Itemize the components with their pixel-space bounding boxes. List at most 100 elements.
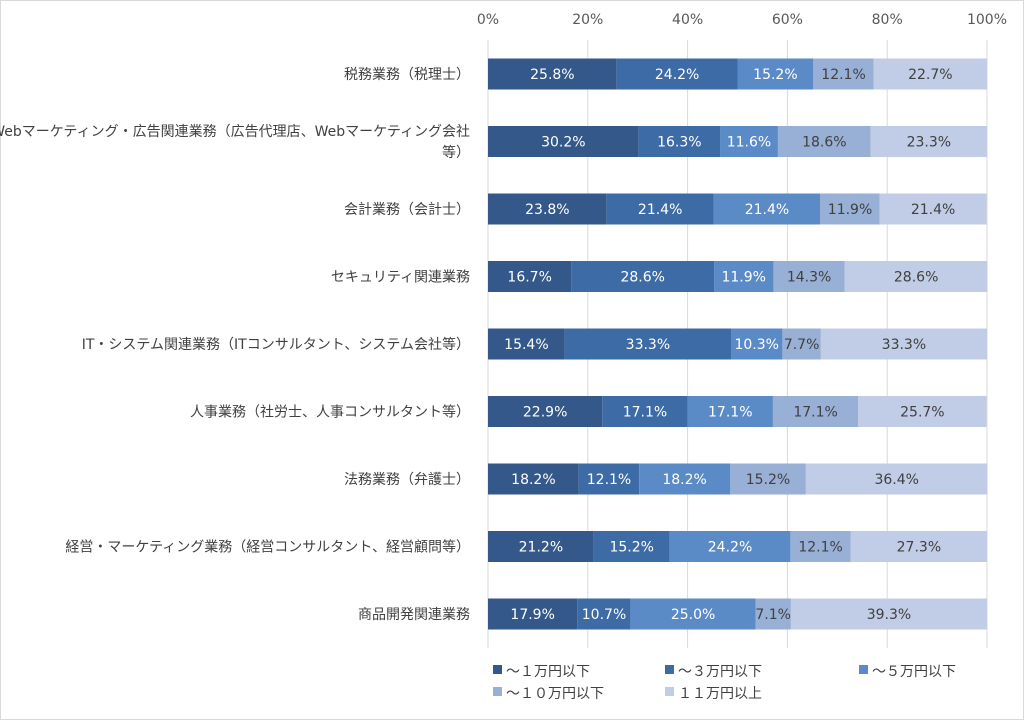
x-tick-label: 40%	[672, 12, 703, 28]
data-label: 39.3%	[867, 607, 911, 623]
category-label: 経営・マーケティング業務（経営コンサルタント、経営顧問等）	[65, 539, 470, 556]
bar-segment	[805, 463, 988, 495]
bar-segment	[630, 598, 756, 630]
data-label: 17.1%	[708, 405, 752, 421]
bar-segment	[564, 328, 732, 360]
data-label: 25.7%	[900, 405, 944, 421]
data-label: 24.2%	[655, 67, 699, 83]
bar-segment	[777, 126, 871, 157]
data-label: 23.8%	[525, 202, 569, 218]
bar-segment	[602, 396, 688, 427]
data-label: 33.3%	[882, 337, 926, 353]
data-label: 12.1%	[821, 67, 865, 83]
category-label: Webマーケティング・広告関連業務（広告代理店、Webマーケティング会社	[0, 124, 470, 140]
data-label: 27.3%	[897, 540, 941, 556]
data-label: 15.2%	[609, 540, 653, 556]
data-label: 7.1%	[755, 607, 791, 623]
bar-segment	[669, 531, 791, 562]
bar-segment	[850, 531, 987, 562]
bar-segment	[488, 58, 617, 90]
bar-segment	[638, 126, 721, 157]
data-label: 33.3%	[626, 337, 670, 353]
data-label: 12.1%	[798, 540, 842, 556]
data-label: 15.4%	[504, 337, 548, 353]
bar-segment	[571, 261, 715, 292]
data-label: 25.0%	[671, 607, 715, 623]
x-tick-label: 100%	[967, 12, 1007, 28]
data-label: 28.6%	[894, 270, 938, 286]
data-label: 18.2%	[511, 472, 555, 488]
legend-swatch	[665, 665, 674, 674]
bar-segment	[488, 531, 594, 562]
data-label: 11.9%	[721, 270, 765, 286]
bar-segment	[873, 58, 987, 90]
category-label: 法務業務（弁護士）	[344, 472, 470, 488]
bar-segment	[790, 598, 987, 630]
category-label: 人事業務（社労士、人事コンサルタント等）	[190, 404, 470, 421]
legend-label: １１万円以上	[678, 686, 762, 702]
bar-segment	[737, 58, 814, 90]
data-label: 17.9%	[510, 607, 554, 623]
data-label: 22.7%	[908, 67, 952, 83]
bar-segment	[858, 396, 987, 427]
data-label: 25.8%	[530, 67, 574, 83]
bar-segment	[714, 261, 774, 292]
x-tick-label: 60%	[772, 12, 803, 28]
bar-segment	[820, 328, 987, 360]
x-tick-label: 0%	[477, 12, 499, 28]
data-label: 11.6%	[727, 135, 771, 151]
bar-segment	[844, 261, 988, 292]
bar-segment	[782, 328, 821, 360]
data-label: 11.9%	[828, 202, 872, 218]
data-label: 12.1%	[587, 472, 631, 488]
bar-segment	[577, 598, 631, 630]
bar-segment	[639, 463, 731, 495]
data-label: 21.4%	[911, 202, 955, 218]
category-label: 等）	[442, 144, 470, 161]
bar-segment	[488, 126, 639, 157]
data-label: 7.7%	[784, 337, 820, 353]
data-label: 18.6%	[802, 135, 846, 151]
bar-segment	[578, 463, 640, 495]
bar-segment	[616, 58, 738, 90]
legend-swatch	[493, 687, 502, 696]
data-label: 23.3%	[907, 135, 951, 151]
category-label: IT・システム関連業務（ITコンサルタント、システム会社等）	[82, 336, 470, 353]
bar-segment	[720, 126, 778, 157]
category-label: 商品開発関連業務	[358, 607, 470, 623]
data-label: 30.2%	[541, 135, 585, 151]
data-label: 21.2%	[519, 540, 563, 556]
legend-label: ～５万円以下	[872, 664, 956, 680]
bar-segment	[820, 193, 880, 225]
data-label: 16.7%	[507, 270, 551, 286]
bar-segment	[488, 328, 565, 360]
data-label: 21.4%	[638, 202, 682, 218]
bar-segment	[790, 531, 851, 562]
legend-label: ～３万円以下	[678, 664, 762, 680]
data-label: 36.4%	[874, 472, 918, 488]
data-label: 21.4%	[745, 202, 789, 218]
data-label: 15.2%	[753, 67, 797, 83]
data-label: 22.9%	[523, 405, 567, 421]
legend-swatch	[493, 665, 502, 674]
bar-segment	[755, 598, 791, 630]
legend-swatch	[665, 687, 674, 696]
data-label: 10.3%	[734, 337, 778, 353]
data-label: 16.3%	[657, 135, 701, 151]
x-tick-label: 20%	[572, 12, 603, 28]
data-label: 14.3%	[787, 270, 831, 286]
bar-segment	[606, 193, 714, 225]
bar-segment	[730, 463, 806, 495]
bar-segment	[687, 396, 773, 427]
bar-segment	[593, 531, 670, 562]
bar-segment	[488, 463, 579, 495]
bar-segment	[488, 396, 603, 427]
legend-label: ～１万円以下	[506, 664, 590, 680]
bar-segment	[488, 193, 607, 225]
bar-segment	[488, 261, 572, 292]
x-tick-label: 80%	[872, 12, 903, 28]
bar-segment	[870, 126, 987, 157]
legend-label: ～１０万円以下	[506, 686, 604, 702]
data-label: 18.2%	[662, 472, 706, 488]
